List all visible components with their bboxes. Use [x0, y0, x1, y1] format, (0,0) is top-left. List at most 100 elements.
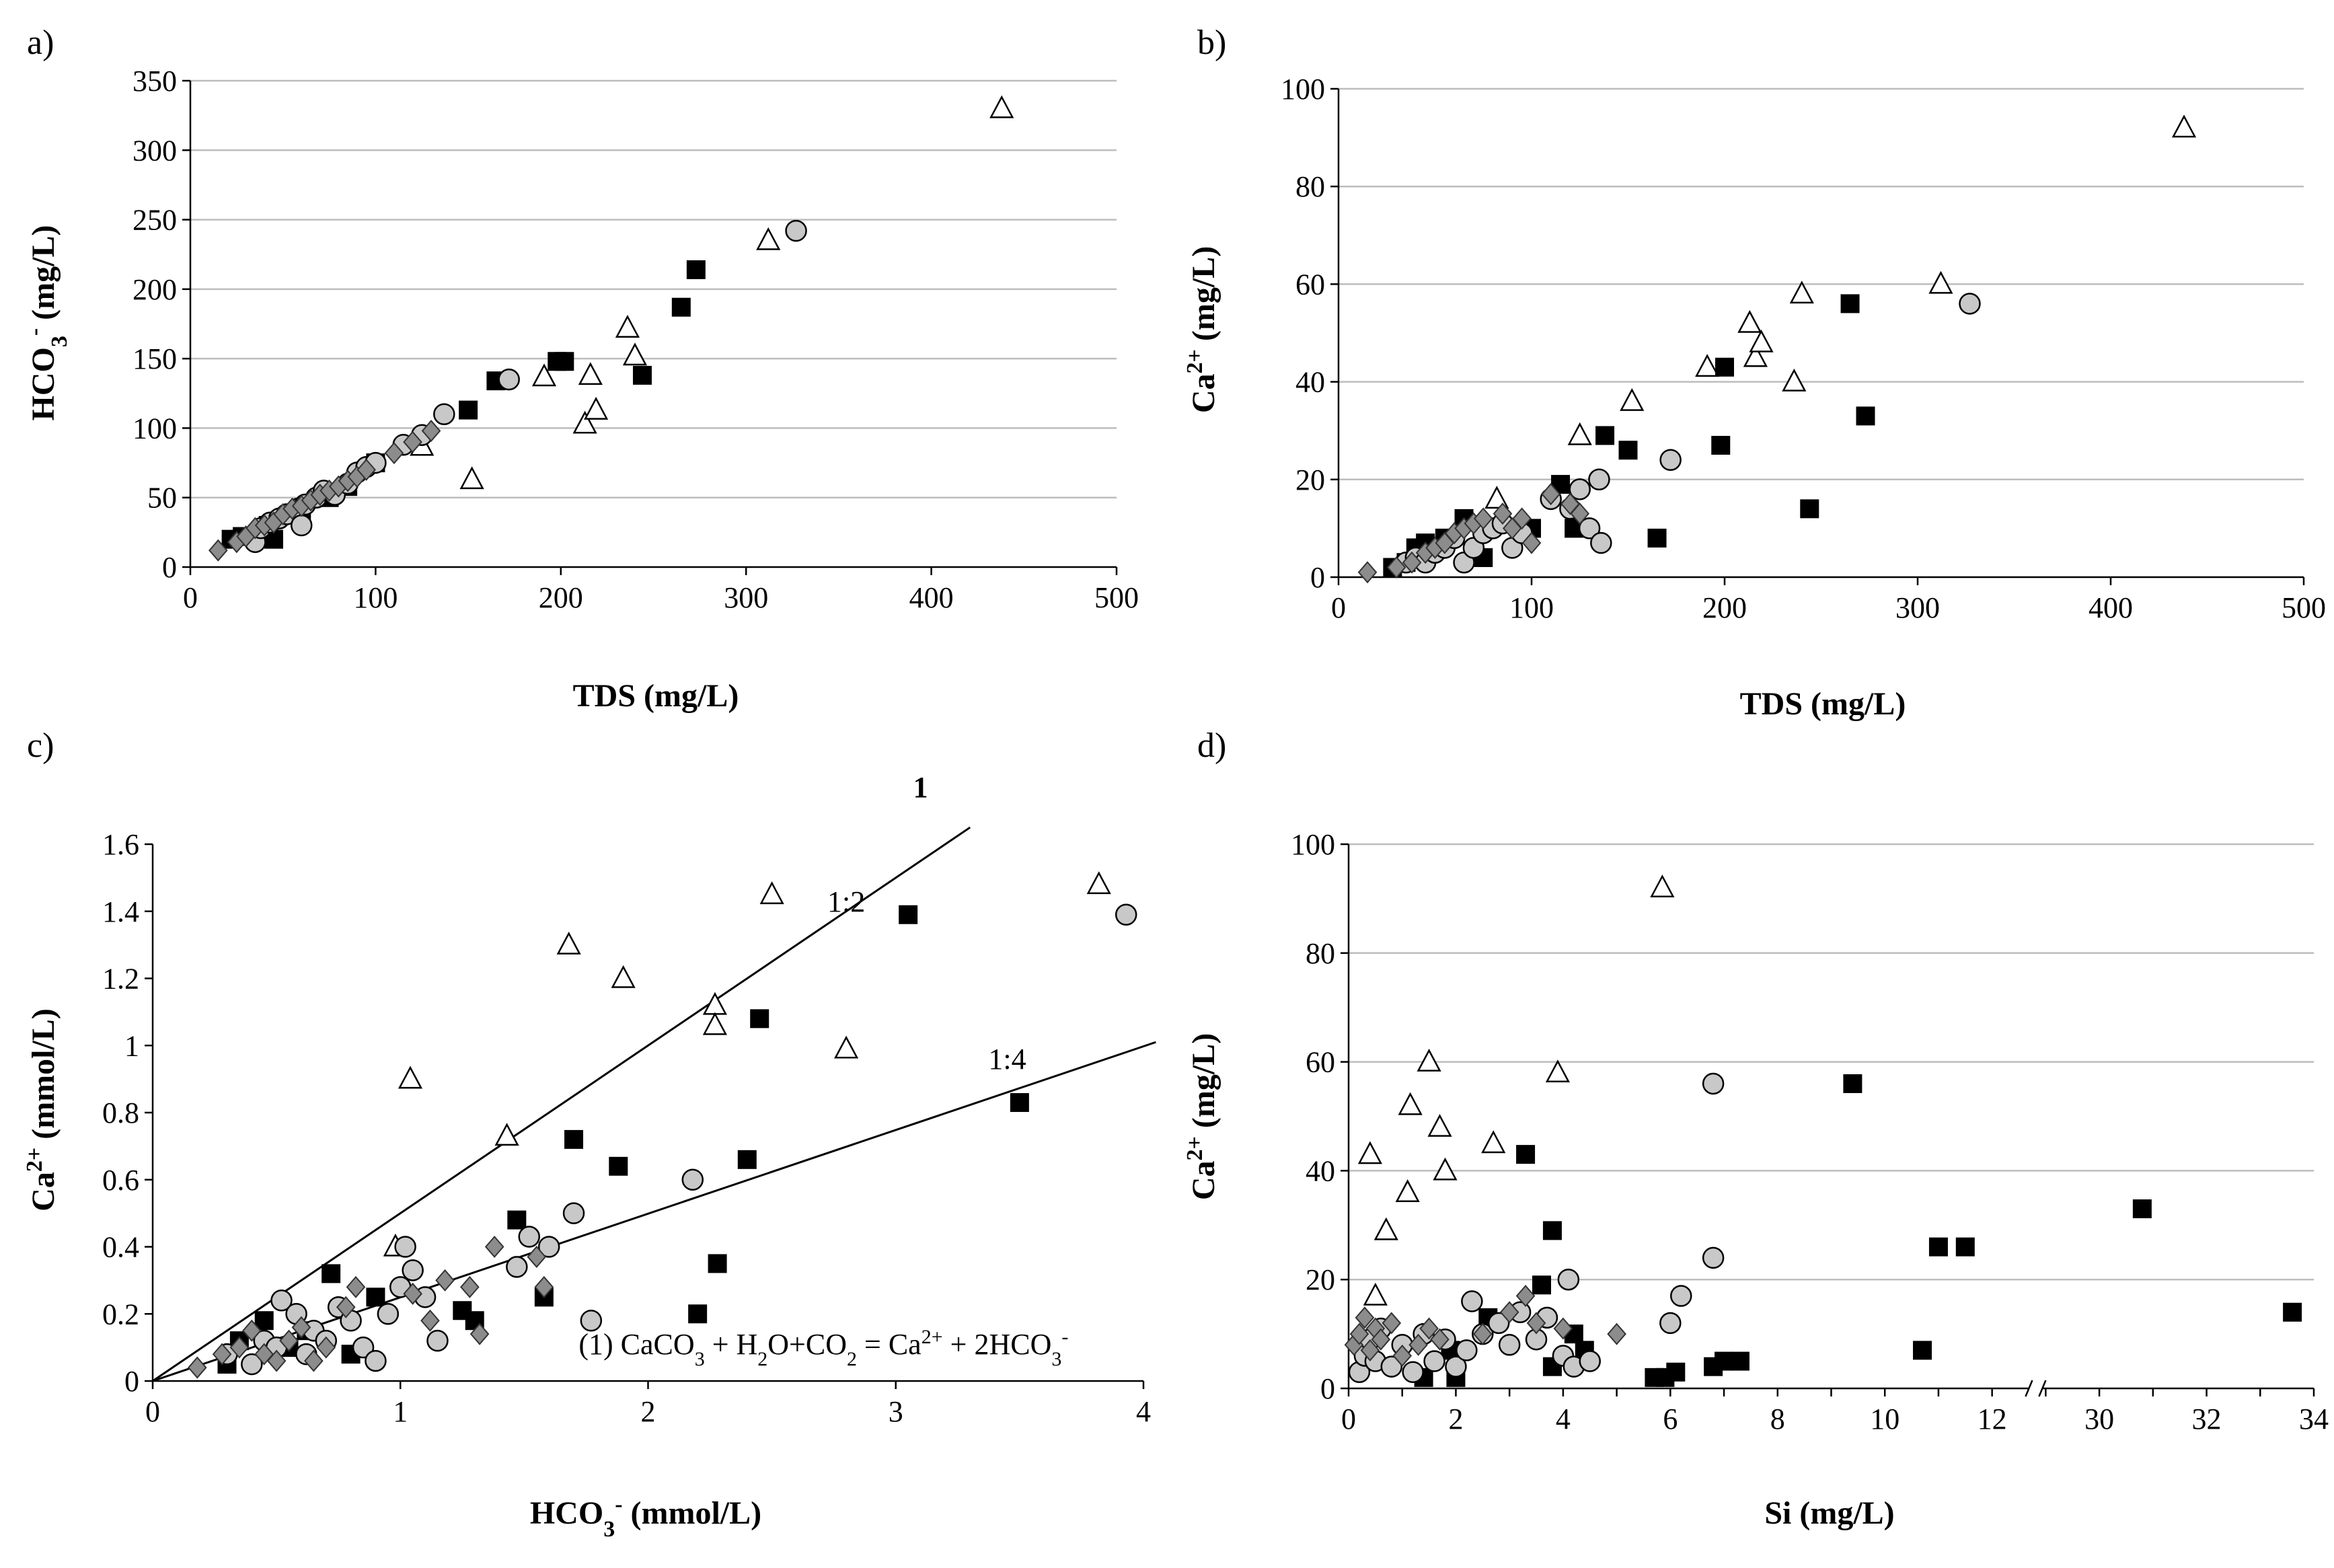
axis-break-gap [2028, 1379, 2043, 1398]
triangle-point-1 [459, 466, 484, 490]
circle-point-22 [562, 1202, 585, 1224]
circle-point-9 [1423, 1350, 1445, 1372]
y-tick-label: 0 [162, 551, 177, 584]
circle-point-11 [1445, 1355, 1467, 1378]
y-tick-label: 40 [1306, 1154, 1335, 1187]
y-tick-label: 0 [1320, 1372, 1335, 1405]
circle-point-12 [365, 1349, 387, 1372]
circle-point-19 [785, 219, 807, 242]
triangle-point-6 [615, 315, 640, 338]
y-axis-label: Ca2+ (mg/L) [1182, 246, 1222, 413]
x-tick-label: 300 [1895, 591, 1940, 624]
x-tick-label: 4 [1136, 1395, 1151, 1428]
triangle-point-4 [1398, 1092, 1423, 1115]
y-tick-label: 0.4 [102, 1231, 139, 1264]
y-axis-label: Ca2+ (mmol/L) [22, 1008, 62, 1211]
triangle-point-4 [1737, 309, 1762, 333]
y-axis-label: HCO3- (mg/L) [22, 225, 72, 421]
diamond-point-6 [279, 1329, 299, 1352]
circle-point-23 [580, 1309, 603, 1332]
y-tick-label: 60 [1295, 268, 1325, 301]
triangle-point-7 [1782, 368, 1807, 391]
circle-point-27 [1702, 1072, 1725, 1095]
square-point-16 [737, 1150, 757, 1169]
triangle-point-3 [556, 931, 581, 955]
square-point-16 [1843, 1074, 1862, 1093]
x-axis-label: HCO3- (mmol/L) [530, 1492, 761, 1542]
chart-b: b) 0 20 40 60 80 100 0 100 200 300 400 500 TDS (mg/L)… [1182, 24, 2327, 722]
diamond-point-13 [1515, 1284, 1536, 1307]
circle-point-21 [537, 1236, 560, 1258]
square-point-19 [1010, 1093, 1029, 1113]
square-point-15 [1730, 1351, 1749, 1371]
diamond-point-0 [187, 1356, 207, 1379]
triangle-point-5 [1417, 1048, 1441, 1072]
diamond-point-15 [356, 458, 376, 481]
y-tick-label: 20 [1295, 463, 1325, 496]
y-tick-label: 0.8 [102, 1096, 139, 1129]
circle-point-25 [1670, 1285, 1692, 1307]
triangle-point-9 [1086, 871, 1111, 895]
square-point-11 [1618, 441, 1638, 460]
x-tick-label: 400 [2088, 591, 2133, 624]
diamond-point-16 [1570, 502, 1590, 525]
square-point-15 [1800, 499, 1819, 519]
triangle-point-7 [759, 881, 784, 905]
diamond-point-17 [403, 431, 422, 453]
triangle-point-8 [834, 1035, 859, 1059]
diamond-point-2 [1402, 551, 1422, 574]
triangle-point-1 [1363, 1282, 1388, 1306]
reaction-equation: (1) CaCO3 + H2O+CO2 = Ca2+ + 2HCO3- [578, 1326, 1068, 1370]
triangle-point-9 [1928, 270, 1953, 294]
circle-point-19 [1659, 449, 1682, 472]
triangle-point-2 [531, 363, 557, 387]
y-tick-label: 1 [124, 1029, 139, 1062]
circle-point-16 [402, 1259, 424, 1281]
diamond-point-14 [435, 1269, 455, 1292]
square-point-6 [1542, 1221, 1562, 1240]
panel-label: c) [27, 726, 54, 765]
diamond-point-9 [1419, 1317, 1439, 1340]
triangle-point-4 [578, 362, 603, 385]
x-tick-label: 2 [1448, 1403, 1463, 1435]
diamond-point-12 [1499, 1301, 1519, 1324]
diamond-point-13 [1521, 531, 1542, 554]
diamond-point-6 [1382, 1312, 1402, 1335]
diamond-point-3 [241, 1319, 262, 1342]
triangle-point-3 [1395, 1179, 1420, 1203]
y-tick-label: 250 [133, 204, 177, 237]
y-axis-label: Ca2+ (mg/L) [1182, 1033, 1222, 1200]
square-point-12 [632, 365, 652, 385]
axis-break-mark [2025, 1380, 2033, 1397]
diamond-point-3 [1360, 1339, 1380, 1361]
circle-point-26 [1702, 1246, 1725, 1269]
square-point-16 [1840, 294, 1860, 313]
triangle-point-1 [398, 1066, 423, 1089]
circle-point-6 [290, 514, 313, 537]
circle-point-21 [1557, 1268, 1580, 1291]
square-point-12 [1666, 1362, 1686, 1382]
diamond-point-19 [534, 1275, 554, 1298]
square-point-12 [1647, 528, 1667, 548]
y-tick-label: 1.2 [102, 963, 139, 996]
y-tick-label: 80 [1306, 937, 1335, 970]
x-tick-label: 200 [539, 581, 583, 614]
x-tick-label: 1 [393, 1395, 408, 1428]
chart-a: a) 0 50 100 150 200 250 300 350 0 100 200 300 400 500 T… [22, 24, 1139, 714]
diamond-point-9 [316, 1336, 336, 1359]
ratio-line-1-2 [152, 826, 971, 1382]
circle-point-1 [241, 1353, 263, 1376]
diamond-point-17 [484, 1235, 504, 1259]
x-tick-label: 30 [2084, 1403, 2114, 1435]
circle-point-18 [498, 368, 520, 391]
diamond-point-10 [1430, 1328, 1450, 1351]
x-tick-label: 10 [1870, 1403, 1899, 1435]
diamond-point-12 [403, 1282, 422, 1305]
diamond-point-5 [266, 1349, 287, 1372]
square-point-20 [2132, 1199, 2152, 1219]
diamond-point-0 [208, 539, 228, 562]
x-tick-label: 100 [1509, 591, 1554, 624]
diamond-point-14 [1541, 483, 1561, 506]
x-tick-label: 300 [724, 581, 768, 614]
square-point-19 [1955, 1237, 1975, 1257]
